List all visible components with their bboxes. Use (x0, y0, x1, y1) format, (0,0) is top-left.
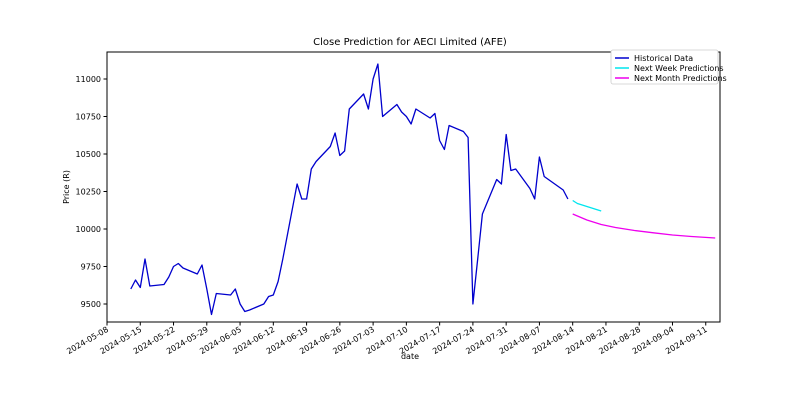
legend-label: Historical Data (634, 54, 693, 63)
legend-label: Next Month Predictions (634, 74, 727, 83)
chart-title: Close Prediction for AECI Limited (AFE) (313, 37, 507, 48)
y-tick-label: 10250 (76, 188, 101, 197)
series-layer (130, 63, 716, 316)
y-tick-label: 11000 (76, 75, 101, 84)
y-tick-label: 9750 (81, 263, 101, 272)
legend-box (610, 49, 719, 85)
series-line-0 (130, 63, 569, 316)
y-tick-label: 9500 (81, 300, 101, 309)
x-axis-label: date (401, 352, 419, 361)
y-axis-label: Price (R) (62, 170, 71, 204)
y-tick-label: 10000 (76, 225, 101, 234)
x-axis: 2024-05-082024-05-152024-05-222024-05-29… (65, 322, 709, 356)
series-line-1 (572, 199, 602, 212)
y-axis: 9500 9750 10000 10250 10500 10750 11000 (76, 75, 107, 309)
series-line-2 (572, 213, 716, 239)
legend-label: Next Week Predictions (634, 64, 724, 73)
y-tick-label: 10750 (76, 113, 101, 122)
plot-frame (106, 51, 721, 323)
y-tick-label: 10500 (76, 150, 101, 159)
